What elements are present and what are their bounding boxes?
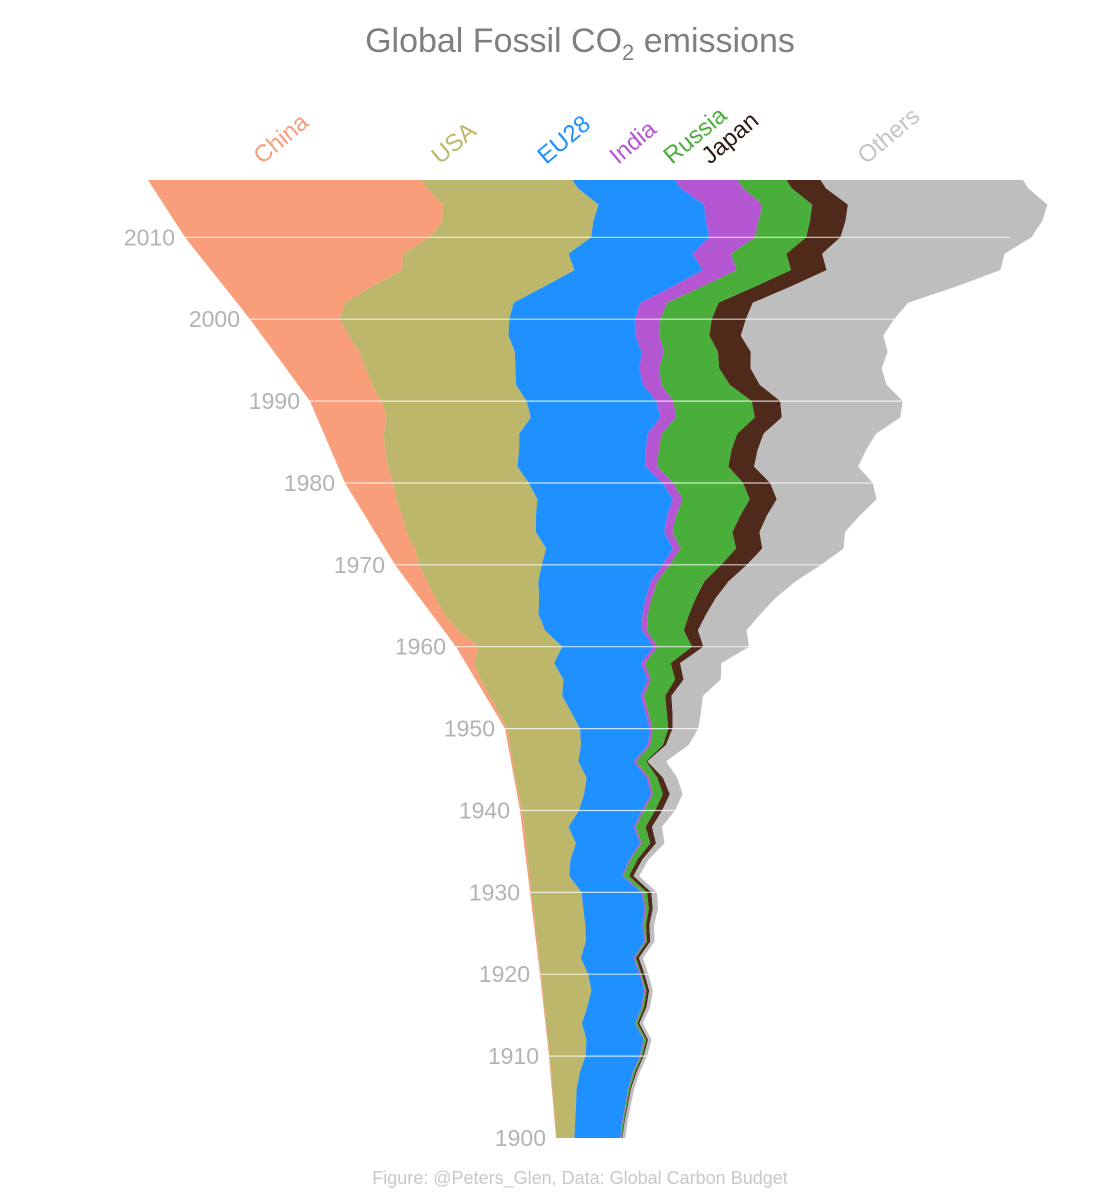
area-usa	[339, 180, 599, 1138]
year-label-2010: 2010	[124, 224, 175, 250]
year-axis-labels: 1900 1910 1920 1930 1940 1950 1960 1970 1980 1990…	[124, 224, 546, 1151]
area-eu28	[508, 180, 710, 1138]
year-label-1900: 1900	[495, 1125, 546, 1151]
year-label-1910: 1910	[488, 1043, 539, 1069]
area-japan	[621, 180, 848, 1138]
series-label-usa: USA	[427, 117, 482, 169]
series-label-eu28: EU28	[533, 110, 596, 169]
year-gridlines	[145, 236, 1010, 1057]
chart-title: Global Fossil CO2 emissions	[365, 22, 795, 65]
stacked-areas	[148, 180, 1048, 1138]
year-label-1940: 1940	[459, 798, 510, 824]
area-others	[622, 180, 1048, 1138]
series-label-india: India	[605, 115, 663, 170]
series-label-china: China	[249, 108, 315, 169]
year-label-1920: 1920	[479, 961, 530, 987]
year-label-1970: 1970	[334, 552, 385, 578]
year-label-1990: 1990	[249, 388, 300, 414]
year-label-1980: 1980	[284, 470, 335, 496]
year-label-1950: 1950	[444, 716, 495, 742]
area-russia	[620, 180, 813, 1138]
chart-caption: Figure: @Peters_Glen, Data: Global Carbo…	[372, 1168, 788, 1189]
year-label-1930: 1930	[469, 879, 520, 905]
area-china	[148, 180, 557, 1138]
year-label-2000: 2000	[189, 306, 240, 332]
year-label-1960: 1960	[395, 634, 446, 660]
series-label-others: Others	[853, 103, 926, 170]
